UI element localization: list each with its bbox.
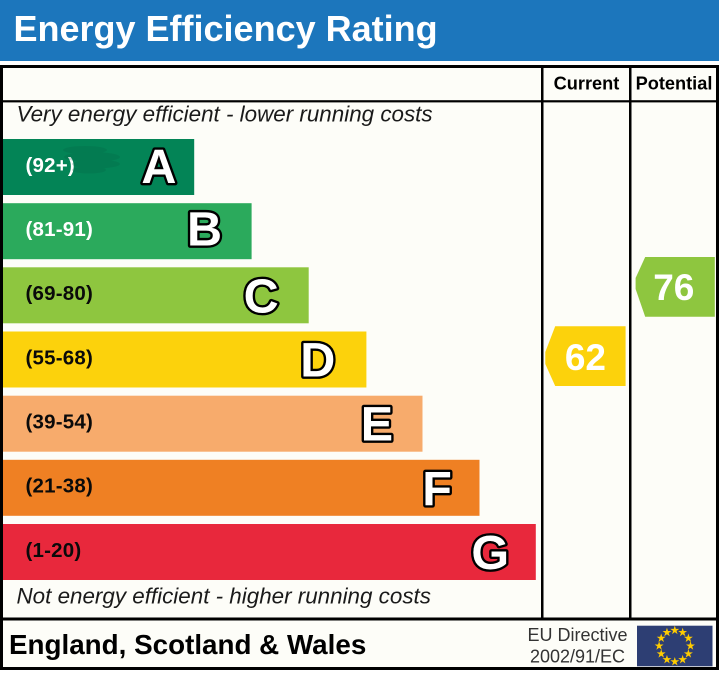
svg-text:Current: Current [554,74,620,94]
svg-text:(81-91): (81-91) [26,218,94,241]
svg-text:(55-68): (55-68) [26,346,94,369]
svg-text:76: 76 [653,267,694,308]
svg-text:England, Scotland & Wales: England, Scotland & Wales [9,629,366,660]
svg-text:(21-38): (21-38) [26,475,94,498]
svg-text:Potential: Potential [636,74,713,94]
svg-text:EU Directive: EU Directive [527,625,627,645]
svg-text:(39-54): (39-54) [26,411,94,434]
svg-text:2002/91/EC: 2002/91/EC [530,647,625,667]
svg-text:62: 62 [565,337,606,378]
svg-text:Not energy efficient - higher: Not energy efficient - higher running co… [17,583,431,608]
svg-text:A: A [141,140,176,194]
svg-text:(1-20): (1-20) [26,539,82,562]
svg-text:G: G [471,526,509,580]
svg-text:F: F [422,462,452,516]
svg-text:C: C [244,269,279,323]
svg-text:B: B [187,203,222,257]
svg-text:E: E [361,398,393,452]
svg-text:(69-80): (69-80) [26,282,94,305]
svg-text:Very energy efficient - lower: Very energy efficient - lower running co… [17,102,433,127]
svg-text:(92+): (92+) [26,154,75,177]
svg-text:D: D [300,334,335,388]
svg-text:Energy Efficiency Rating: Energy Efficiency Rating [14,8,438,49]
